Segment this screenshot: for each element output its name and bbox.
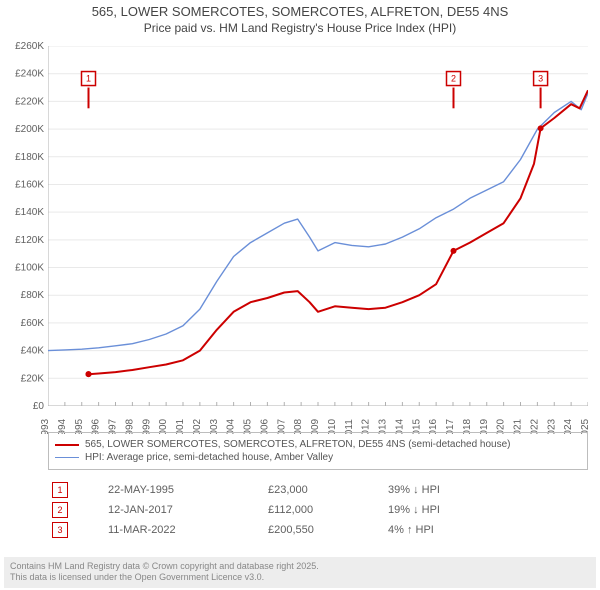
svg-text:£100K: £100K (15, 263, 44, 274)
svg-text:£260K: £260K (15, 41, 44, 52)
legend-label: HPI: Average price, semi-detached house,… (85, 452, 333, 463)
footer-line1: Contains HM Land Registry data © Crown c… (10, 561, 590, 573)
legend-swatch-blue (55, 457, 79, 458)
marker-date: 22-MAY-1995 (108, 484, 268, 496)
title-block: 565, LOWER SOMERCOTES, SOMERCOTES, ALFRE… (0, 0, 600, 35)
plot-area: 1 2 3 (48, 46, 588, 406)
legend: 565, LOWER SOMERCOTES, SOMERCOTES, ALFRE… (48, 432, 588, 470)
svg-text:£140K: £140K (15, 207, 44, 218)
svg-text:£0: £0 (33, 401, 45, 411)
marker-delta: 4% ↑ HPI (388, 524, 548, 536)
legend-item: 565, LOWER SOMERCOTES, SOMERCOTES, ALFRE… (55, 439, 581, 450)
marker-price: £200,550 (268, 524, 388, 536)
marker-date: 12-JAN-2017 (108, 504, 268, 516)
marker-delta: 39% ↓ HPI (388, 484, 548, 496)
legend-swatch-red (55, 444, 79, 446)
svg-text:£160K: £160K (15, 179, 44, 190)
svg-text:3: 3 (538, 74, 543, 84)
marker-row: 3 11-MAR-2022 £200,550 4% ↑ HPI (48, 522, 588, 538)
marker-badge: 3 (52, 522, 68, 538)
marker-row: 2 12-JAN-2017 £112,000 19% ↓ HPI (48, 502, 588, 518)
chart-svg: 1 2 3 (48, 46, 588, 406)
title-line1: 565, LOWER SOMERCOTES, SOMERCOTES, ALFRE… (0, 4, 600, 19)
title-line2: Price paid vs. HM Land Registry's House … (0, 21, 600, 35)
footer: Contains HM Land Registry data © Crown c… (4, 557, 596, 588)
legend-label: 565, LOWER SOMERCOTES, SOMERCOTES, ALFRE… (85, 439, 511, 450)
marker-badge: 1 (52, 482, 68, 498)
marker-num: 2 (57, 505, 62, 515)
marker-badge: 2 (52, 502, 68, 518)
chart-container: 565, LOWER SOMERCOTES, SOMERCOTES, ALFRE… (0, 0, 600, 590)
svg-text:£220K: £220K (15, 96, 44, 107)
x-axis-labels: 1993199419951996199719981999200020012002… (38, 404, 598, 434)
marker-num: 1 (57, 485, 62, 495)
y-axis-labels: £0 £20K £40K £60K £80K £100K £120K £140K £160K £1… (0, 41, 48, 411)
svg-text:£20K: £20K (21, 373, 45, 384)
markers-table: 1 22-MAY-1995 £23,000 39% ↓ HPI 2 12-JAN… (48, 478, 588, 542)
svg-text:£40K: £40K (21, 346, 45, 357)
svg-text:£180K: £180K (15, 152, 44, 163)
footer-line2: This data is licensed under the Open Gov… (10, 572, 590, 584)
svg-text:£60K: £60K (21, 318, 45, 329)
svg-text:1: 1 (86, 74, 91, 84)
marker-delta: 19% ↓ HPI (388, 504, 548, 516)
svg-text:£80K: £80K (21, 290, 45, 301)
svg-text:£240K: £240K (15, 69, 44, 80)
svg-text:£200K: £200K (15, 124, 44, 135)
marker-price: £112,000 (268, 504, 388, 516)
marker-date: 11-MAR-2022 (108, 524, 268, 536)
legend-item: HPI: Average price, semi-detached house,… (55, 452, 581, 463)
svg-text:£120K: £120K (15, 235, 44, 246)
svg-text:2: 2 (451, 74, 456, 84)
marker-num: 3 (57, 525, 62, 535)
marker-price: £23,000 (268, 484, 388, 496)
marker-row: 1 22-MAY-1995 £23,000 39% ↓ HPI (48, 482, 588, 498)
